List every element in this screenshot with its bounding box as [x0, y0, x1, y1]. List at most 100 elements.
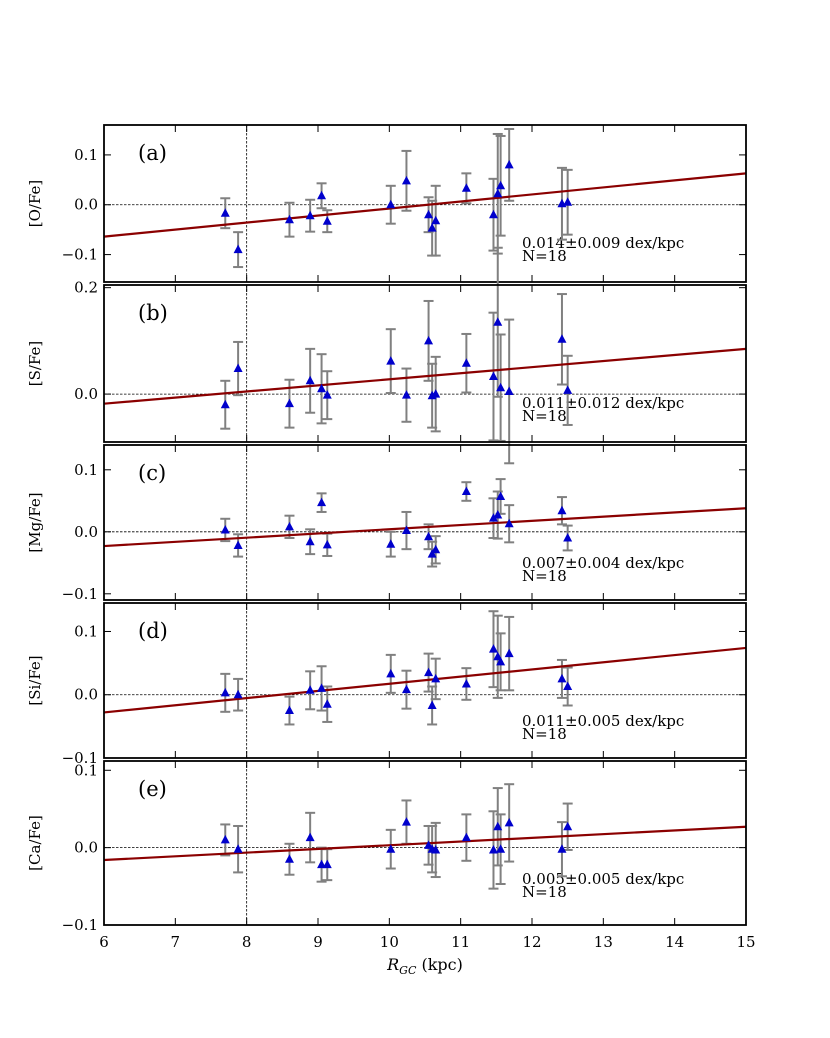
- panel-c-data-point-15: [504, 518, 514, 528]
- panel-d-tag: (d): [138, 619, 168, 643]
- panel-a-fit-line: [103, 172, 747, 238]
- panel-a-data-point-15: [504, 159, 514, 169]
- panel-a-data-point-7: [401, 175, 411, 185]
- panel-d-data-point-9: [427, 700, 437, 709]
- panel-a: −0.1 0.0 0.1 [O/Fe] (a) 0.014±0.009 dex/…: [26, 124, 747, 283]
- panel-b-data-point-7: [401, 390, 411, 399]
- panel-c-data-point-9: [427, 549, 437, 558]
- panel-e-fit-line: [103, 825, 747, 862]
- panel-d-data-point-4: [317, 683, 327, 692]
- panel-b-data-point-1: [233, 363, 243, 373]
- x-tick-label-5: 11: [451, 933, 470, 951]
- x-axis-label-symbol: R: [386, 955, 399, 974]
- panel-b-data-point-17: [563, 385, 573, 394]
- x-tick-label-9: 15: [736, 933, 755, 951]
- panel-e-data-point-3: [305, 832, 315, 842]
- x-tick-label-2: 8: [242, 933, 252, 951]
- panel-e-data-point-14: [496, 844, 506, 853]
- panel-b-tag: (b): [138, 301, 168, 325]
- panel-d-data-point-14: [496, 656, 506, 666]
- panel-b-data-point-0: [220, 399, 230, 409]
- panel-a-frame: [103, 124, 747, 283]
- panel-c-frame: [103, 444, 747, 601]
- panel-c-data-point-14: [496, 491, 506, 500]
- panel-b-data-point-14: [496, 382, 506, 392]
- panel-a-data-point-0: [220, 208, 230, 217]
- panel-c-data-point-2: [284, 521, 294, 531]
- panel-d-data-point-15: [504, 648, 514, 658]
- panel-b-count-text: N=18: [522, 407, 567, 425]
- panel-d-data-point-10: [431, 673, 441, 683]
- panel-a-data-point-9: [427, 223, 437, 232]
- panel-b-data-point-10: [431, 389, 441, 398]
- panel-c-y-tick-label-1: 0.0: [74, 523, 98, 541]
- x-tick-label-4: 10: [380, 933, 399, 951]
- panel-d-data-point-0: [220, 687, 230, 697]
- panel-d-data-point-16: [557, 673, 567, 683]
- panel-d: −0.1 0.0 0.1 [Si/Fe] (d) 0.011±0.005 dex…: [26, 602, 747, 767]
- panel-a-y-tick-label-2: 0.1: [74, 146, 98, 164]
- panel-a-y-tick-label-0: −0.1: [62, 246, 98, 264]
- panel-e-frame: [103, 760, 747, 926]
- panel-a-data-point-8: [424, 209, 434, 219]
- panel-c-data-point-10: [431, 544, 441, 554]
- panel-c-data-point-17: [563, 533, 573, 542]
- panel-b-data-point-4: [317, 383, 327, 393]
- x-tick-label-0: 6: [99, 933, 109, 951]
- panel-a-data-point-3: [305, 210, 315, 220]
- panel-d-data-point-7: [401, 684, 411, 694]
- panel-a-data-point-13: [493, 188, 503, 198]
- panel-c-count-text: N=18: [522, 567, 567, 585]
- panel-e-count-text: N=18: [522, 883, 567, 901]
- panel-b-y-tick-label-1: 0.2: [74, 279, 98, 297]
- panel-d-fit-line: [103, 646, 747, 714]
- panel-d-data-point-3: [305, 685, 315, 694]
- panel-c-data-point-8: [424, 531, 434, 541]
- x-tick-label-1: 7: [171, 933, 181, 951]
- panel-c-data-point-0: [220, 524, 230, 534]
- panel-d-data-point-6: [386, 668, 396, 678]
- panel-d-count-text: N=18: [522, 725, 567, 743]
- panel-e-data-point-2: [284, 854, 294, 863]
- panel-c-fit-line: [103, 507, 747, 548]
- panel-b-slope-text: 0.011±0.012 dex/kpc: [522, 394, 684, 412]
- panel-e-data-point-10: [431, 844, 441, 854]
- panel-b-data-point-3: [305, 375, 315, 385]
- panel-d-data-point-12: [488, 644, 498, 653]
- panel-a-data-point-11: [461, 183, 471, 192]
- panel-e-y-axis-label: [Ca/Fe]: [26, 815, 44, 871]
- panel-b-data-point-8: [424, 335, 434, 345]
- panel-d-y-tick-label-0: −0.1: [62, 749, 98, 767]
- panel-e-data-point-6: [386, 844, 396, 853]
- x-tick-label-6: 12: [522, 933, 541, 951]
- panel-e-y-tick-label-1: 0.0: [74, 839, 98, 857]
- panel-a-data-point-4: [317, 190, 327, 200]
- panel-e-data-point-4: [317, 859, 327, 869]
- x-tick-label-7: 13: [594, 933, 613, 951]
- panel-a-y-axis-label: [O/Fe]: [26, 180, 44, 228]
- panel-e-data-point-12: [488, 844, 498, 854]
- panel-a-count-text: N=18: [522, 247, 567, 265]
- panel-d-data-point-11: [461, 678, 471, 688]
- x-tick-label-8: 14: [665, 933, 684, 951]
- panel-a-tag: (a): [138, 141, 167, 165]
- panel-c-y-tick-label-2: 0.1: [74, 461, 98, 479]
- panel-c-data-point-11: [461, 486, 471, 495]
- panel-e-tag: (e): [138, 777, 167, 801]
- panel-c-tag: (c): [138, 461, 166, 485]
- panel-e-y-tick-label-2: 0.1: [74, 761, 98, 779]
- x-axis-label-unit: (kpc): [416, 955, 462, 974]
- panel-e-data-point-7: [401, 817, 411, 826]
- panel-b-data-point-2: [284, 398, 294, 408]
- panel-d-data-point-5: [322, 699, 332, 708]
- panel-c-data-point-5: [322, 539, 332, 549]
- panel-e-data-point-0: [220, 834, 230, 844]
- panel-c-data-point-13: [493, 510, 503, 519]
- panel-c-y-tick-label-0: −0.1: [62, 585, 98, 603]
- panel-e-y-tick-label-0: −0.1: [62, 916, 98, 934]
- panel-e-data-point-5: [322, 859, 332, 869]
- panel-a-data-point-12: [488, 209, 498, 219]
- panel-d-y-tick-label-2: 0.1: [74, 622, 98, 640]
- panel-a-data-point-2: [284, 214, 294, 224]
